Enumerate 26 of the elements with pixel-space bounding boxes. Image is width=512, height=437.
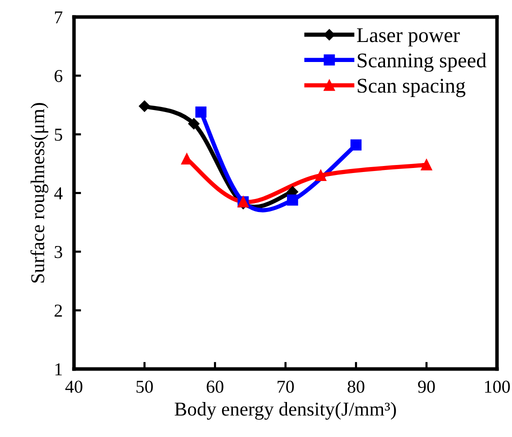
- x-tick-label: 40: [65, 380, 82, 393]
- point: [286, 194, 298, 206]
- x-tick-label: 60: [206, 380, 224, 393]
- y-axis-title: Surface roughness(μm): [30, 103, 48, 282]
- y-tick-label: 5: [54, 128, 62, 141]
- y-tick-label: 3: [54, 246, 62, 258]
- x-tick-label: 100: [485, 380, 510, 393]
- point: [350, 139, 362, 150]
- point: [195, 106, 206, 118]
- point: [138, 100, 150, 112]
- x-tick-label: 80: [348, 380, 364, 393]
- legend-label: Scanning speed: [358, 52, 486, 72]
- x-tick-label: 70: [278, 380, 294, 393]
- point: [420, 159, 432, 170]
- y-tick-label: 4: [54, 187, 63, 200]
- y-tick-label: 2: [54, 304, 62, 317]
- y-tick-label: 1: [55, 363, 62, 376]
- point: [315, 170, 326, 181]
- y-tick-label: 7: [55, 11, 62, 24]
- x-axis-title: Body energy density(J/mm³): [174, 402, 396, 420]
- x-tick-label: 90: [418, 380, 435, 393]
- legend-label: Laser power: [357, 28, 460, 46]
- legend-label: Scan spacing: [358, 78, 466, 98]
- x-tick-label: 50: [136, 380, 153, 393]
- point: [188, 118, 200, 130]
- y-tick-label: 6: [54, 70, 62, 82]
